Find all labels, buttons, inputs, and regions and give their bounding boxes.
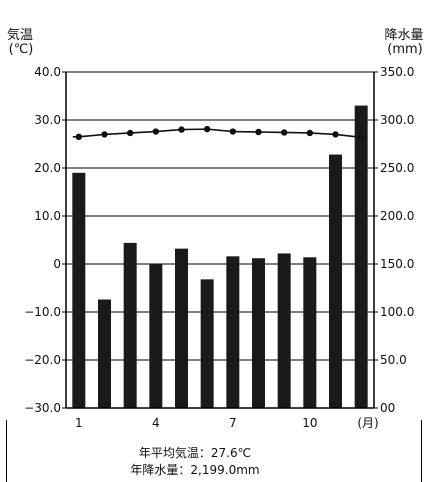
temperature-point-5 xyxy=(178,126,185,133)
precipitation-bar-7 xyxy=(226,256,240,408)
left-axis-unit: (℃) xyxy=(8,42,34,57)
x-tick-label-10: 10 xyxy=(302,416,317,430)
x-axis-unit-label: (月) xyxy=(357,416,378,430)
precipitation-bar-12 xyxy=(354,105,368,408)
right-axis-title: 降水量 xyxy=(384,28,424,43)
precipitation-bar-5 xyxy=(175,248,188,408)
left-tick-label-5: −10.0 xyxy=(24,305,61,319)
left-axis-title: 気温 xyxy=(6,28,33,43)
right-tick-label-0: 350.0 xyxy=(380,65,414,79)
x-tick-label-7: 7 xyxy=(229,416,237,430)
precipitation-bar-10 xyxy=(303,257,317,408)
left-tick-label-0: 40.0 xyxy=(34,65,61,79)
precipitation-bar-9 xyxy=(277,253,291,408)
annual-mean-temperature-note: 年平均気温：27.6℃ xyxy=(138,446,252,460)
temperature-point-4 xyxy=(152,128,160,135)
right-tick-label-2: 250.0 xyxy=(380,161,414,175)
right-tick-label-4: 150.0 xyxy=(380,257,414,271)
precipitation-bar-1 xyxy=(72,172,86,408)
left-tick-label-6: −20.0 xyxy=(24,353,61,367)
right-tick-label-3: 200.0 xyxy=(380,209,414,223)
left-tick-label-3: 10.0 xyxy=(34,209,61,223)
annual-precipitation-note: 年降水量：2,199.0mm xyxy=(130,463,260,477)
precipitation-bar-6 xyxy=(200,279,214,408)
frame-right-edge xyxy=(421,420,422,482)
left-tick-label-2: 20.0 xyxy=(34,161,61,175)
temperature-point-3 xyxy=(126,129,134,137)
temperature-point-9 xyxy=(280,129,288,136)
temperature-point-7 xyxy=(229,128,237,135)
precipitation-bar-2 xyxy=(98,299,111,408)
precipitation-bar-11 xyxy=(329,154,342,408)
left-tick-label-7: −30.0 xyxy=(24,401,61,415)
right-tick-label-1: 300.0 xyxy=(380,113,414,127)
right-tick-label-6: 50.0 xyxy=(380,353,407,367)
x-tick-label-1: 1 xyxy=(75,416,83,430)
frame-left-edge xyxy=(6,420,7,482)
temperature-point-8 xyxy=(255,128,262,136)
right-tick-label-5: 100.0 xyxy=(380,305,414,319)
temperature-point-11 xyxy=(332,131,339,138)
temperature-point-2 xyxy=(101,131,108,138)
precipitation-bar-8 xyxy=(252,258,265,408)
right-tick-label-7: 00 xyxy=(380,401,395,415)
left-tick-label-4: 0 xyxy=(53,257,61,271)
temperature-line xyxy=(72,128,368,140)
temperature-point-12 xyxy=(357,134,365,141)
precipitation-bar-3 xyxy=(123,242,137,408)
right-axis-unit: (mm) xyxy=(387,42,423,57)
temperature-point-1 xyxy=(75,133,83,140)
x-tick-label-4: 4 xyxy=(152,416,160,430)
left-tick-label-1: 30.0 xyxy=(34,113,61,127)
temperature-point-6 xyxy=(203,125,211,133)
precipitation-bar-4 xyxy=(149,264,163,408)
temperature-point-10 xyxy=(306,129,314,137)
